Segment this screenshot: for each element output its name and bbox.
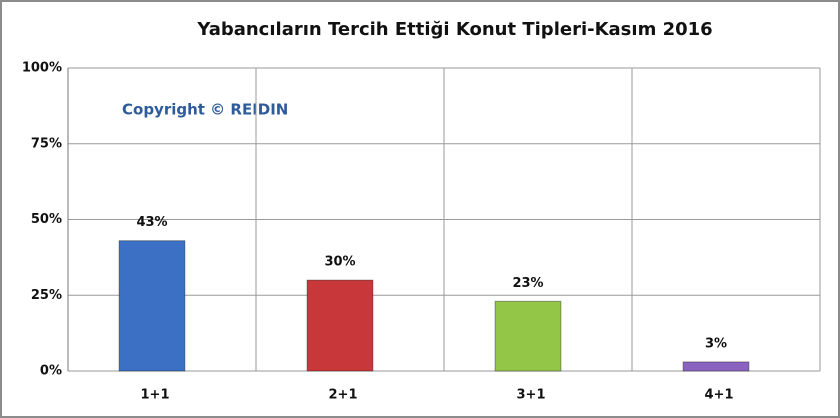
y-tick-label: 50% (31, 212, 62, 227)
y-tick-label: 100% (22, 61, 62, 76)
bar (682, 361, 750, 372)
chart-title: Yabancıların Tercih Ettiği Konut Tipleri… (196, 19, 712, 40)
y-tick-label: 0% (40, 364, 62, 379)
value-label: 23% (512, 276, 543, 291)
value-label: 30% (324, 255, 355, 270)
bar (494, 300, 562, 372)
value-label: 43% (136, 215, 167, 230)
x-tick-label: 3+1 (517, 388, 546, 403)
x-tick-label: 2+1 (329, 388, 358, 403)
x-tick-label: 1+1 (141, 388, 170, 403)
value-label: 3% (705, 336, 727, 351)
bar (306, 279, 374, 372)
y-tick-label: 25% (31, 288, 62, 303)
bar (118, 240, 186, 372)
x-tick-label: 4+1 (705, 388, 734, 403)
y-tick-label: 75% (31, 136, 62, 151)
copyright-annotation: Copyright © REIDIN (122, 101, 288, 119)
